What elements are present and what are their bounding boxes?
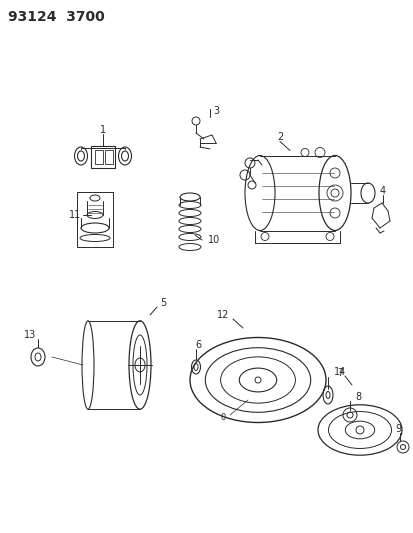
Text: 10: 10 [207, 235, 220, 245]
Bar [77, 192, 113, 247]
Text: 4: 4 [379, 186, 385, 196]
Text: 5: 5 [159, 298, 166, 308]
Text: 14: 14 [333, 367, 345, 377]
Text: 13: 13 [24, 330, 36, 340]
Text: 2: 2 [276, 133, 282, 142]
Text: 3: 3 [212, 106, 218, 116]
Bar [105, 150, 113, 164]
Text: 6: 6 [195, 340, 201, 350]
Text: 9: 9 [394, 424, 400, 434]
Text: 0: 0 [220, 414, 225, 423]
Text: 12: 12 [216, 310, 229, 320]
Bar [91, 146, 115, 168]
Text: 93124  3700: 93124 3700 [8, 10, 104, 24]
Text: 7: 7 [336, 368, 342, 378]
Bar [95, 150, 103, 164]
Text: 11: 11 [69, 210, 81, 220]
Text: 1: 1 [100, 125, 106, 135]
Text: 8: 8 [354, 392, 360, 402]
